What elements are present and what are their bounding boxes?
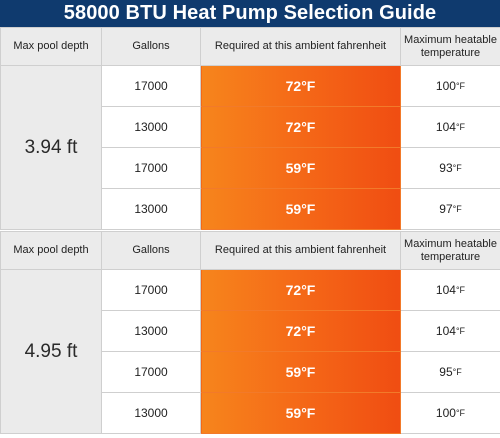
max-temp-value: 104 bbox=[435, 283, 456, 297]
gallons-cell: 17000 bbox=[101, 351, 201, 393]
max-temp-cell: 100°F bbox=[400, 65, 500, 107]
ambient-cell: 59°F bbox=[200, 188, 401, 230]
max-temp-value: 95 bbox=[439, 365, 453, 379]
degree-unit: °F bbox=[455, 122, 466, 132]
header-max-pool-depth: Max pool depth bbox=[0, 27, 102, 66]
max-temp-value: 104 bbox=[435, 324, 456, 338]
guide-title: 58000 BTU Heat Pump Selection Guide bbox=[0, 0, 500, 27]
degree-unit: °F bbox=[455, 408, 466, 418]
header-max-pool-depth: Max pool depth bbox=[0, 231, 102, 270]
table-row: 3.94 ft 17000 72°F 100°F bbox=[0, 65, 500, 230]
ambient-cell: 59°F bbox=[200, 392, 401, 434]
table-row: 4.95 ft 17000 72°F 104°F bbox=[0, 269, 500, 434]
header-row: Max pool depth Gallons Required at this … bbox=[0, 231, 500, 270]
max-temp-value: 97 bbox=[439, 202, 453, 216]
header-ambient: Required at this ambient fahrenheit bbox=[200, 231, 401, 270]
max-temp-cell: 93°F bbox=[400, 147, 500, 189]
gallons-cell: 17000 bbox=[101, 65, 201, 107]
degree-unit: °F bbox=[452, 204, 462, 214]
max-temp-value: 100 bbox=[435, 406, 456, 420]
max-temp-value: 100 bbox=[435, 79, 456, 93]
max-temp-cell: 97°F bbox=[400, 188, 500, 230]
max-temp-cell: 104°F bbox=[400, 310, 500, 352]
gallons-cell: 13000 bbox=[101, 106, 201, 148]
ambient-cell: 59°F bbox=[200, 351, 401, 393]
max-temp-cell: 104°F bbox=[400, 106, 500, 148]
table-row: 17000 59°F 95°F bbox=[1, 351, 500, 393]
gallons-cell: 13000 bbox=[101, 188, 201, 230]
header-row: Max pool depth Gallons Required at this … bbox=[0, 27, 500, 66]
max-temp-cell: 95°F bbox=[400, 351, 500, 393]
header-gallons: Gallons bbox=[101, 231, 201, 270]
section-table-2: Max pool depth Gallons Required at this … bbox=[0, 231, 500, 434]
gallons-cell: 13000 bbox=[101, 310, 201, 352]
table-row: 17000 59°F 93°F bbox=[1, 147, 500, 189]
max-temp-value: 93 bbox=[439, 161, 453, 175]
gallons-cell: 13000 bbox=[101, 392, 201, 434]
ambient-cell: 72°F bbox=[200, 310, 401, 352]
ambient-cell: 72°F bbox=[200, 106, 401, 148]
gallons-cell: 17000 bbox=[101, 269, 201, 311]
degree-unit: °F bbox=[455, 285, 466, 295]
max-temp-cell: 104°F bbox=[400, 269, 500, 311]
header-ambient: Required at this ambient fahrenheit bbox=[200, 27, 401, 66]
gallons-cell: 17000 bbox=[101, 147, 201, 189]
table-row: 13000 59°F 97°F bbox=[1, 188, 500, 230]
table-row: 13000 72°F 104°F bbox=[1, 106, 500, 148]
ambient-cell: 59°F bbox=[200, 147, 401, 189]
degree-unit: °F bbox=[452, 367, 462, 377]
pool-depth-value: 4.95 ft bbox=[0, 269, 102, 434]
header-gallons: Gallons bbox=[101, 27, 201, 66]
table-row: 13000 59°F 100°F bbox=[1, 392, 500, 434]
degree-unit: °F bbox=[455, 81, 466, 91]
max-temp-value: 104 bbox=[435, 120, 456, 134]
degree-unit: °F bbox=[452, 163, 462, 173]
ambient-cell: 72°F bbox=[200, 269, 401, 311]
header-max-temp: Maximum heatable temperature bbox=[400, 231, 500, 270]
section-table-1: Max pool depth Gallons Required at this … bbox=[0, 27, 500, 230]
header-max-temp: Maximum heatable temperature bbox=[400, 27, 500, 66]
max-temp-cell: 100°F bbox=[400, 392, 500, 434]
degree-unit: °F bbox=[455, 326, 466, 336]
pool-depth-value: 3.94 ft bbox=[0, 65, 102, 230]
ambient-cell: 72°F bbox=[200, 65, 401, 107]
